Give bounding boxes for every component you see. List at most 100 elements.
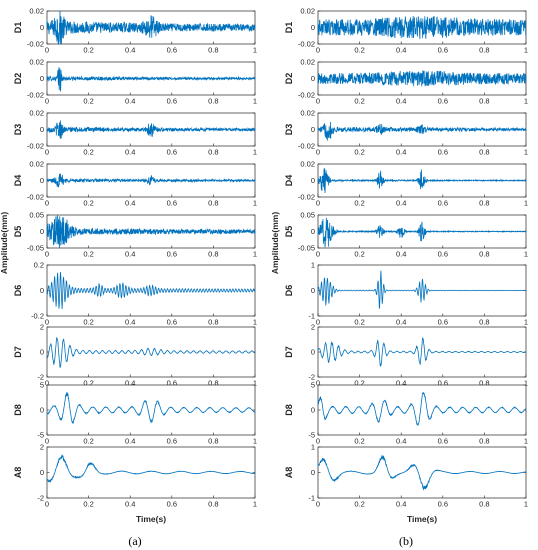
- x-tick-label: 0.4: [125, 318, 135, 327]
- x-tick-label: 1: [524, 437, 528, 446]
- axes-box: [317, 384, 527, 436]
- x-tick-label: 0.6: [438, 318, 448, 327]
- x-tick-label: 0.2: [354, 46, 364, 55]
- x-tick-label: 0.4: [396, 199, 406, 208]
- y-tick-label: -0.02: [27, 142, 44, 151]
- x-tick-label: 0.2: [354, 250, 364, 259]
- y-axis-label: Amplitude(mm): [270, 212, 280, 275]
- y-tick-label: 0: [40, 406, 44, 415]
- level-label: D4: [13, 175, 23, 187]
- axes-box: [317, 326, 527, 378]
- series-line-d8: [46, 391, 256, 424]
- y-tick-label: 0: [311, 286, 315, 295]
- y-tick-label: 0: [40, 74, 44, 83]
- level-label: D5: [284, 226, 294, 238]
- x-tick-label: 0.2: [354, 379, 364, 388]
- x-tick-label: 0.8: [479, 437, 489, 446]
- x-tick-label: 0.2: [354, 500, 364, 509]
- y-tick-label: 0: [311, 125, 315, 134]
- series-line-d7: [317, 336, 527, 367]
- x-tick-label: 0: [316, 500, 320, 509]
- x-tick-label: 0.8: [208, 97, 218, 106]
- y-axis-label: Amplitude(mm): [0, 212, 9, 275]
- series-line-d4: [46, 173, 256, 188]
- y-tick-label: 0.02: [29, 58, 44, 67]
- axes-box: [317, 446, 527, 499]
- x-tick-label: 0.2: [354, 437, 364, 446]
- x-tick-label: 0.4: [396, 500, 406, 509]
- level-label: D5: [13, 226, 23, 238]
- y-tick-label: 2: [311, 323, 315, 332]
- x-tick-label: 0.8: [208, 148, 218, 157]
- level-label: D7: [13, 346, 23, 358]
- x-tick-label: 0.6: [167, 148, 177, 157]
- y-tick-label: 0: [40, 227, 44, 236]
- x-tick-label: 1: [524, 46, 528, 55]
- series-line-d6: [317, 270, 527, 309]
- y-tick-label: 0.02: [29, 7, 44, 16]
- x-tick-label: 0.6: [438, 46, 448, 55]
- y-tick-label: 0: [40, 468, 44, 477]
- x-tick-label: 1: [253, 148, 257, 157]
- x-tick-label: 0.8: [208, 437, 218, 446]
- x-tick-label: 1: [524, 379, 528, 388]
- series-line-a8: [46, 454, 256, 484]
- x-tick-label: 0.8: [208, 500, 218, 509]
- x-tick-label: 0.2: [83, 199, 93, 208]
- y-tick-label: 0.02: [300, 58, 315, 67]
- axes-box: [46, 446, 256, 499]
- series-line-d5: [46, 214, 256, 249]
- x-tick-label: 1: [253, 379, 257, 388]
- x-tick-label: 0.8: [479, 97, 489, 106]
- y-tick-label: 1: [311, 443, 315, 452]
- series-line-d3: [46, 120, 256, 139]
- x-tick-label: 1: [253, 437, 257, 446]
- level-label: A8: [284, 467, 294, 479]
- x-tick-label: 0.2: [354, 148, 364, 157]
- x-tick-label: 0: [45, 250, 49, 259]
- x-tick-label: 0.2: [83, 97, 93, 106]
- series-line-d5: [317, 217, 527, 248]
- x-tick-label: 0: [45, 500, 49, 509]
- x-tick-label: 0: [45, 318, 49, 327]
- x-tick-label: 0.2: [83, 437, 93, 446]
- x-tick-label: 0.6: [167, 379, 177, 388]
- series-line-d1: [46, 10, 256, 45]
- y-tick-label: 0.2: [34, 261, 44, 270]
- y-tick-label: 0: [40, 176, 44, 185]
- x-tick-label: 0.4: [396, 437, 406, 446]
- x-tick-label: 0.6: [167, 97, 177, 106]
- x-tick-label: 0.4: [396, 318, 406, 327]
- x-tick-label: 1: [524, 199, 528, 208]
- x-tick-label: 1: [253, 46, 257, 55]
- x-tick-label: 0: [45, 379, 49, 388]
- x-axis-label: Time(s): [136, 514, 166, 524]
- y-tick-label: -0.05: [298, 244, 315, 253]
- y-tick-label: -0.02: [298, 142, 315, 151]
- y-tick-label: -0.02: [298, 193, 315, 202]
- x-tick-label: 0.4: [125, 379, 135, 388]
- subplot-d6: -0.200.20 0.2 0.4 0.6 0.8 1D6: [13, 261, 257, 327]
- x-tick-label: 0.6: [167, 500, 177, 509]
- y-tick-label: 0.02: [300, 160, 315, 169]
- x-tick-label: 0: [316, 379, 320, 388]
- x-tick-label: 0.8: [208, 250, 218, 259]
- y-tick-label: -5: [37, 431, 44, 440]
- x-tick-label: 0.2: [354, 199, 364, 208]
- y-tick-label: 0: [40, 23, 44, 32]
- y-tick-label: 5: [311, 381, 315, 390]
- x-tick-label: 1: [253, 250, 257, 259]
- x-axis-label: Time(s): [407, 514, 437, 524]
- x-tick-label: 0.8: [208, 379, 218, 388]
- y-tick-label: 0.02: [300, 7, 315, 16]
- x-tick-label: 0.2: [83, 250, 93, 259]
- y-tick-label: -0.02: [27, 91, 44, 100]
